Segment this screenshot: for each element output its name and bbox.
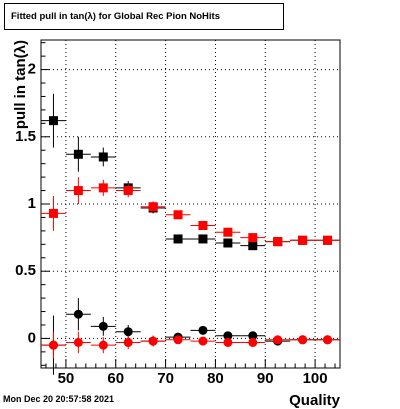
data-point-square [273,237,283,247]
x-tick-label: 100 [303,370,328,387]
data-point-square [48,116,58,126]
data-point-circle [248,337,258,347]
grid-lines [41,40,340,368]
data-point-circle [123,337,133,347]
data-marks [41,93,340,375]
data-point-square [173,210,183,220]
data-point-circle [198,336,208,346]
x-axis-title: Quality [289,392,341,409]
data-point-circle [223,337,233,347]
data-point-square [198,234,208,244]
y-tick-label: 2 [28,61,36,78]
data-point-square [198,221,208,231]
data-point-circle [273,335,283,345]
data-point-square [123,186,133,196]
data-point-square [223,238,233,248]
data-point-square [173,234,183,244]
data-point-square [98,183,108,193]
data-point-square [48,208,58,218]
y-tick-label: 0 [28,329,36,346]
axis-ticks [41,42,336,368]
data-point-circle [198,325,208,335]
x-tick-label: 80 [207,370,224,387]
tick-labels: 50 60 70 80 90 100 0 0.5 1 1.5 2 [15,61,327,387]
data-point-square [73,149,83,159]
series-4 [41,331,340,359]
data-point-circle [323,335,333,345]
y-tick-label: 1 [28,195,36,212]
data-point-circle [123,327,133,337]
data-point-circle [98,321,108,331]
data-point-square [148,202,158,212]
data-point-circle [73,309,83,319]
x-tick-label: 60 [107,370,124,387]
data-point-circle [73,337,83,347]
data-point-square [248,233,258,243]
timestamp: Mon Dec 20 20:57:58 2021 [3,394,115,404]
data-point-circle [148,336,158,346]
data-point-circle [298,335,308,345]
data-point-square [298,235,308,245]
data-point-square [323,235,333,245]
x-tick-label: 70 [157,370,174,387]
y-tick-label: 1.5 [15,128,36,145]
chart-title: Fitted pull in tan(λ) for Global Rec Pio… [4,3,284,30]
data-point-circle [223,331,233,341]
y-tick-label: 0.5 [15,262,36,279]
data-point-square [248,241,258,251]
x-tick-label: 90 [257,370,274,387]
data-point-circle [248,331,258,341]
data-point-circle [98,340,108,350]
data-point-square [223,227,233,237]
x-tick-label: 50 [58,370,75,387]
chart-title-text: Fitted pull in tan(λ) for Global Rec Pio… [11,11,220,22]
data-point-square [98,152,108,162]
data-point-circle [48,340,58,350]
data-point-square [73,186,83,196]
data-point-circle [173,335,183,345]
series-2 [41,177,340,247]
plot-frame [40,39,341,369]
y-axis-title: pull in tan(λ) [12,40,29,129]
